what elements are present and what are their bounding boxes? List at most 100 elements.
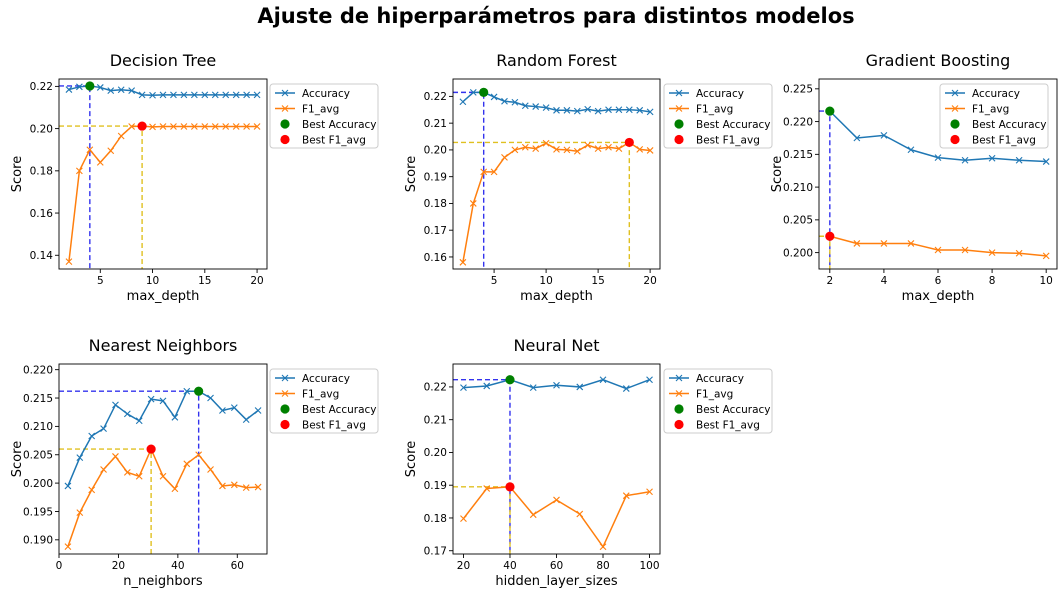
x-tick-label: 10 [146, 275, 159, 287]
best-f1-legend-marker [674, 134, 684, 145]
f1-point [521, 143, 529, 151]
accuracy-point [65, 86, 73, 93]
plot-frame [452, 78, 661, 270]
y-tick-label: 0.220 [23, 364, 53, 376]
legend-label: Best F1_avg [302, 419, 366, 431]
legend-frame [939, 83, 1049, 149]
f1-point [459, 258, 467, 266]
x-tick-label: 5 [97, 275, 104, 287]
f1-point [88, 486, 96, 494]
accuracy-point [469, 88, 477, 96]
accuracy-point [1042, 158, 1050, 165]
f1-point [183, 460, 191, 468]
y-tick-label: 0.21 [424, 118, 447, 130]
legend-label: Accuracy [302, 373, 350, 385]
f1-point [75, 167, 83, 175]
legend-label: F1_avg [972, 103, 1009, 115]
f1-point [64, 543, 72, 551]
accuracy-legend-marker [675, 89, 683, 97]
accuracy-point [907, 146, 915, 154]
accuracy-point [147, 395, 155, 403]
legend-label: F1_avg [302, 388, 339, 400]
f1-point [646, 488, 653, 496]
best-f1-legend-marker [280, 419, 290, 430]
f1-point [573, 147, 581, 155]
f1-point [86, 146, 94, 154]
accuracy-point [170, 91, 177, 99]
best-accuracy-legend-marker [674, 119, 684, 129]
accuracy-point [159, 91, 167, 99]
f1-point [190, 123, 198, 130]
best-accuracy-marker [194, 386, 204, 396]
accuracy-point [853, 134, 861, 142]
legend-label: F1_avg [696, 103, 733, 115]
chart-title: Decision Tree [110, 51, 217, 70]
accuracy-point [76, 454, 84, 461]
accuracy-point [584, 105, 592, 113]
x-tick-label: 80 [596, 560, 609, 572]
f1-line [68, 125, 258, 262]
legend-label: Accuracy [696, 88, 744, 100]
y-tick-label: 0.205 [23, 450, 53, 462]
legend-label: Best F1_avg [302, 134, 366, 146]
accuracy-point [599, 376, 607, 384]
y-tick-label: 0.19 [424, 480, 447, 492]
accuracy-point [207, 394, 214, 402]
f1-legend-marker [675, 105, 683, 112]
accuracy-point [988, 154, 996, 162]
x-tick-label: 15 [591, 275, 604, 287]
accuracy-point [159, 397, 167, 405]
y-tick-label: 0.16 [30, 208, 54, 220]
accuracy-point [542, 104, 550, 112]
f1-legend-marker [281, 390, 289, 397]
f1-point [1015, 249, 1023, 257]
accuracy-line [67, 390, 259, 487]
legend-frame [663, 83, 773, 149]
f1-point [65, 258, 73, 265]
accuracy-legend-marker [281, 374, 289, 382]
chart-panel-3: Gradient Boosting 2 4 6 8 10 0.200 0.205 0.210 0.… [770, 51, 1058, 304]
accuracy-point [171, 413, 179, 421]
accuracy-point [646, 376, 653, 384]
accuracy-point [253, 91, 261, 99]
x-tick-label: 100 [640, 560, 660, 572]
accuracy-point [625, 106, 633, 114]
f1-point [243, 123, 251, 130]
accuracy-point [211, 91, 219, 99]
accuracy-point [553, 381, 560, 389]
chart-title: Nearest Neighbors [89, 336, 238, 355]
y-tick-label: 0.20 [424, 145, 447, 157]
legend-label: F1_avg [696, 388, 733, 400]
x-axis-label: max_depth [520, 289, 593, 304]
accuracy-point [201, 91, 209, 99]
y-tick-label: 0.21 [424, 414, 447, 426]
legend-label: Best F1_avg [696, 134, 760, 146]
legend-frame [269, 83, 379, 149]
best-accuracy-marker [479, 87, 489, 97]
legend-label: Accuracy [972, 88, 1020, 100]
f1-point [112, 453, 119, 460]
f1-point [242, 484, 250, 492]
best-f1-legend-marker [950, 134, 960, 145]
accuracy-point [646, 108, 654, 116]
accuracy-point [183, 387, 191, 395]
f1-point [584, 141, 592, 149]
x-tick-label: 10 [539, 275, 552, 287]
accuracy-point [117, 86, 125, 94]
legend: Accuracy F1_avg Best Accuracy Best F1_avg [939, 83, 1049, 149]
f1-point [460, 515, 467, 523]
legend-label: Best Accuracy [972, 119, 1047, 131]
f1-point [622, 492, 630, 500]
f1-point [117, 132, 125, 140]
f1-point [646, 147, 654, 154]
chart-panel-2: Random Forest 5 10 15 20 0.16 0.17 0.18 0.19 0.20… [404, 51, 773, 304]
y-tick-label: 0.22 [424, 91, 447, 103]
legend: Accuracy F1_avg Best Accuracy Best F1_avg [663, 83, 773, 149]
f1-point [170, 123, 177, 130]
x-tick-label: 20 [112, 560, 125, 572]
legend-label: Best Accuracy [696, 119, 771, 131]
y-tick-label: 0.215 [23, 393, 53, 405]
f1-point [594, 145, 602, 152]
legend-label: Accuracy [696, 373, 744, 385]
